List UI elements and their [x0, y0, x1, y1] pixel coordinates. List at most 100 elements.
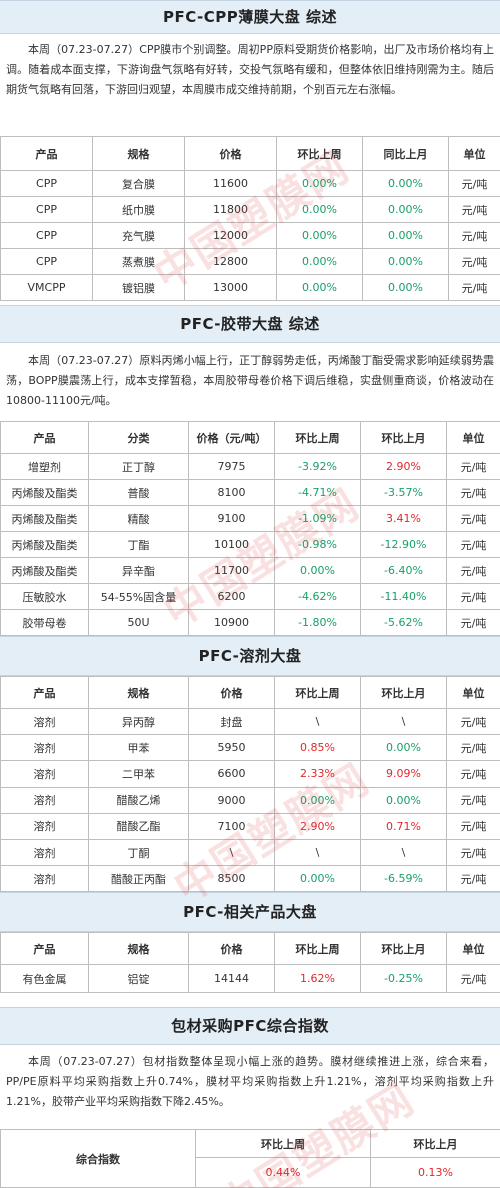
- table-cell: -0.25%: [360, 964, 447, 994]
- table-row: 增塑剂 正丁醇 7975 -3.92% 2.90% 元/吨: [0, 453, 500, 480]
- table-cell: 12000: [184, 222, 277, 249]
- table-row: 溶剂 丁酮 \ \ \ 元/吨: [0, 838, 500, 867]
- table-cell: 11600: [184, 170, 277, 197]
- table-cell: 元/吨: [446, 812, 500, 840]
- table-cell: 正丁醇: [88, 453, 189, 480]
- table-cell: 镀铝膜: [92, 274, 185, 301]
- table-cell: 压敏胶水: [0, 583, 89, 610]
- tape-summary: 本周（07.23-07.27）原料丙烯小幅上行，正丁醇弱势走低，丙烯酸丁酯受需求…: [6, 354, 494, 407]
- section-header-related: PFC-相关产品大盘: [0, 892, 500, 933]
- table-cell: -11.40%: [360, 583, 447, 610]
- table-cell: 50U: [88, 609, 189, 636]
- tape-price-table: 产品 分类 价格（元/吨） 环比上周 环比上月 单位 增塑剂 正丁醇 7975 -3.92% 2.9…: [0, 421, 500, 636]
- table-cell: 丙烯酸及酯类: [0, 505, 89, 532]
- table-row: 压敏胶水 54-55%固含量 6200 -4.62% -11.40% 元/吨: [0, 583, 500, 610]
- index-week-change: 0.44%: [195, 1157, 371, 1188]
- table-cell: -3.92%: [274, 453, 361, 480]
- header-cell: 单位: [446, 932, 500, 966]
- table-row: CPP 充气膜 12000 0.00% 0.00% 元/吨: [0, 222, 500, 249]
- table-cell: 元/吨: [446, 964, 500, 994]
- table-row: 丙烯酸及酯类 精酸 9100 -1.09% 3.41% 元/吨: [0, 505, 500, 532]
- table-cell: 11700: [188, 557, 275, 584]
- table-cell: CPP: [0, 196, 93, 223]
- table-row: CPP 纸巾膜 11800 0.00% 0.00% 元/吨: [0, 196, 500, 223]
- header-cell: 产品: [0, 421, 89, 454]
- table-row: 有色金属 铝锭 14144 1.62% -0.25% 元/吨: [0, 964, 500, 994]
- table-cell: 甲苯: [88, 734, 189, 762]
- table-cell: 二甲苯: [88, 760, 189, 788]
- table-cell: 元/吨: [446, 453, 500, 480]
- table-cell: 丙烯酸及酯类: [0, 479, 89, 506]
- cpp-price-table: 产品 规格 价格 环比上周 同比上月 单位 CPP 复合膜 11600 0.00% 0.00% 元/吨…: [0, 136, 500, 301]
- header-cell: 价格: [188, 932, 275, 966]
- solvent-price-table: 产品 规格 价格 环比上周 环比上月 单位 溶剂 异丙醇 封盘 \ \ 元/吨 溶剂 甲苯 5950 0.85…: [0, 676, 500, 893]
- header-cell: 环比上月: [360, 421, 447, 454]
- table-row: CPP 蒸煮膜 12800 0.00% 0.00% 元/吨: [0, 248, 500, 275]
- table-cell: 元/吨: [448, 196, 500, 223]
- section-header-index: 包材采购PFC综合指数: [0, 1007, 500, 1046]
- table-cell: 0.00%: [362, 196, 449, 223]
- table-cell: 丙烯酸及酯类: [0, 557, 89, 584]
- table-cell: 元/吨: [446, 734, 500, 762]
- section-header-solvent: PFC-溶剂大盘: [0, 636, 500, 676]
- table-cell: -12.90%: [360, 531, 447, 558]
- table-cell: 14144: [188, 964, 275, 994]
- table-cell: 5950: [188, 734, 275, 762]
- header-cell: 环比上周: [195, 1129, 371, 1159]
- header-cell: 价格: [188, 676, 275, 709]
- table-cell: -3.57%: [360, 479, 447, 506]
- table-cell: 醋酸乙烯: [88, 786, 189, 814]
- table-cell: -1.80%: [274, 609, 361, 636]
- table-cell: 封盘: [188, 707, 275, 736]
- table-cell: -6.40%: [360, 557, 447, 584]
- table-cell: 充气膜: [92, 222, 185, 249]
- header-cell: 环比上周: [274, 676, 361, 709]
- table-cell: \: [274, 838, 361, 867]
- table-cell: 元/吨: [448, 170, 500, 197]
- table-header-row: 产品 分类 价格（元/吨） 环比上周 环比上月 单位: [0, 421, 500, 454]
- header-cell: 环比上周: [274, 932, 361, 966]
- table-cell: 9100: [188, 505, 275, 532]
- table-cell: 蒸煮膜: [92, 248, 185, 275]
- index-month-change: 0.13%: [370, 1157, 500, 1188]
- table-cell: 1.62%: [274, 964, 361, 994]
- table-cell: 9.09%: [360, 760, 447, 788]
- table-cell: \: [188, 838, 275, 867]
- table-cell: 溶剂: [0, 786, 89, 814]
- table-cell: 7100: [188, 812, 275, 840]
- table-cell: 元/吨: [448, 248, 500, 275]
- table-cell: 元/吨: [446, 583, 500, 610]
- table-cell: 元/吨: [446, 609, 500, 636]
- header-cell: 环比上月: [370, 1129, 500, 1159]
- table-cell: 异丙醇: [88, 707, 189, 736]
- table-cell: -4.71%: [274, 479, 361, 506]
- table-cell: 元/吨: [446, 479, 500, 506]
- table-row: 溶剂 异丙醇 封盘 \ \ 元/吨: [0, 707, 500, 736]
- header-cell: 环比上周: [276, 136, 363, 171]
- table-header-row: 产品 规格 价格 环比上周 同比上月 单位: [0, 136, 500, 171]
- table-cell: 元/吨: [446, 786, 500, 814]
- table-cell: 0.00%: [274, 786, 361, 814]
- table-cell: 元/吨: [446, 505, 500, 532]
- table-cell: 异辛酯: [88, 557, 189, 584]
- table-cell: 元/吨: [446, 865, 500, 893]
- cpp-summary: 本周（07.23-07.27）CPP膜市个别调整。周初PP原料受期货价格影响，出…: [6, 43, 494, 96]
- table-cell: 溶剂: [0, 760, 89, 788]
- table-cell: 3.41%: [360, 505, 447, 532]
- table-cell: 溶剂: [0, 865, 89, 893]
- table-cell: 6600: [188, 760, 275, 788]
- table-cell: 0.00%: [360, 786, 447, 814]
- table-cell: 0.00%: [276, 274, 363, 301]
- table-cell: 0.00%: [360, 734, 447, 762]
- table-cell: 2.90%: [274, 812, 361, 840]
- table-row: 丙烯酸及酯类 异辛酯 11700 0.00% -6.40% 元/吨: [0, 557, 500, 584]
- table-cell: 0.00%: [362, 274, 449, 301]
- table-cell: 溶剂: [0, 707, 89, 736]
- table-row: 丙烯酸及酯类 丁酯 10100 -0.98% -12.90% 元/吨: [0, 531, 500, 558]
- table-cell: \: [360, 838, 447, 867]
- table-cell: \: [360, 707, 447, 736]
- table-cell: 胶带母卷: [0, 609, 89, 636]
- table-cell: 0.00%: [276, 170, 363, 197]
- section-header-tape: PFC-胶带大盘 综述: [0, 305, 500, 343]
- table-cell: 11800: [184, 196, 277, 223]
